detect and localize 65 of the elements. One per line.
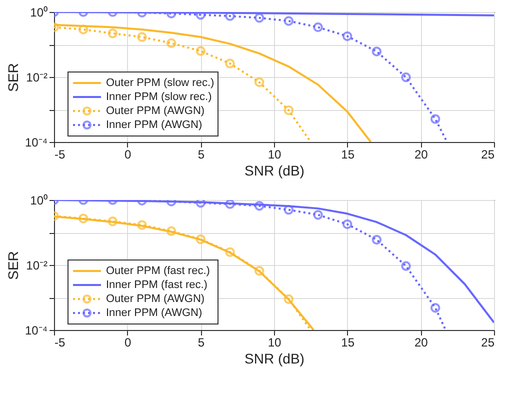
- point: [196, 12, 206, 20]
- point: [430, 302, 440, 313]
- x-tick-label: 20: [414, 336, 428, 350]
- y-tick-label: 10⁻²: [26, 70, 48, 84]
- x-tick-label: 25: [481, 336, 495, 350]
- x-tick-label: 0: [124, 336, 132, 350]
- point: [372, 46, 382, 56]
- y-axis-title: SER: [4, 63, 21, 92]
- y-tick-label: 10⁻⁴: [24, 324, 48, 338]
- point: [196, 234, 206, 244]
- x-tick-label: -5: [54, 336, 66, 350]
- x-axis-title: SNR (dB): [244, 162, 304, 178]
- x-tick-label: 10: [268, 148, 282, 162]
- point: [284, 105, 294, 116]
- x-tick-label: 5: [198, 336, 205, 350]
- point: [166, 38, 176, 48]
- point: [430, 114, 440, 124]
- point: [225, 12, 235, 21]
- y-axis-title: SER: [4, 251, 21, 280]
- point: [137, 32, 147, 42]
- point: [225, 58, 235, 68]
- point: [108, 216, 118, 226]
- point: [254, 201, 264, 211]
- point: [401, 72, 411, 82]
- point: [196, 46, 206, 56]
- point: [254, 13, 264, 23]
- legend-label: Inner PPM (AWGN): [106, 119, 202, 131]
- point: [254, 266, 264, 276]
- point: [137, 220, 147, 230]
- point: [401, 261, 411, 271]
- point: [342, 31, 352, 42]
- x-tick-label: 0: [124, 148, 132, 162]
- point: [313, 210, 323, 220]
- point: [284, 294, 294, 304]
- point: [108, 28, 118, 38]
- point: [254, 77, 264, 88]
- x-tick-label: 15: [341, 336, 355, 350]
- legend-label: Inner PPM (slow rec.): [106, 91, 212, 103]
- point: [78, 214, 88, 224]
- x-tick-label: -5: [54, 148, 66, 162]
- x-tick-label: 25: [481, 148, 495, 162]
- x-tick-label: 5: [198, 148, 205, 162]
- point: [372, 234, 382, 245]
- legend-label: Outer PPM (AWGN): [106, 293, 205, 305]
- point: [78, 24, 88, 34]
- point: [313, 22, 323, 32]
- y-tick-label: 10⁻⁴: [24, 136, 48, 150]
- point: [284, 16, 294, 26]
- legend-label: Outer PPM (fast rec.): [106, 265, 210, 277]
- x-axis-title: SNR (dB): [244, 350, 304, 366]
- point: [342, 219, 352, 230]
- legend-label: Inner PPM (AWGN): [106, 307, 202, 319]
- y-tick-label: 10⁻²: [26, 258, 48, 272]
- x-tick-label: 10: [268, 336, 282, 350]
- legend-label: Outer PPM (slow rec.): [106, 77, 214, 89]
- legend-label: Outer PPM (AWGN): [106, 105, 205, 117]
- legend-label: Inner PPM (fast rec.): [106, 279, 208, 291]
- y-tick-label: 10⁰: [30, 194, 48, 208]
- x-tick-label: 20: [414, 148, 428, 162]
- y-tick-label: 10⁰: [30, 6, 48, 20]
- point: [225, 247, 235, 257]
- x-tick-label: 15: [341, 148, 355, 162]
- point: [284, 204, 294, 215]
- point: [225, 200, 235, 209]
- point: [166, 226, 176, 236]
